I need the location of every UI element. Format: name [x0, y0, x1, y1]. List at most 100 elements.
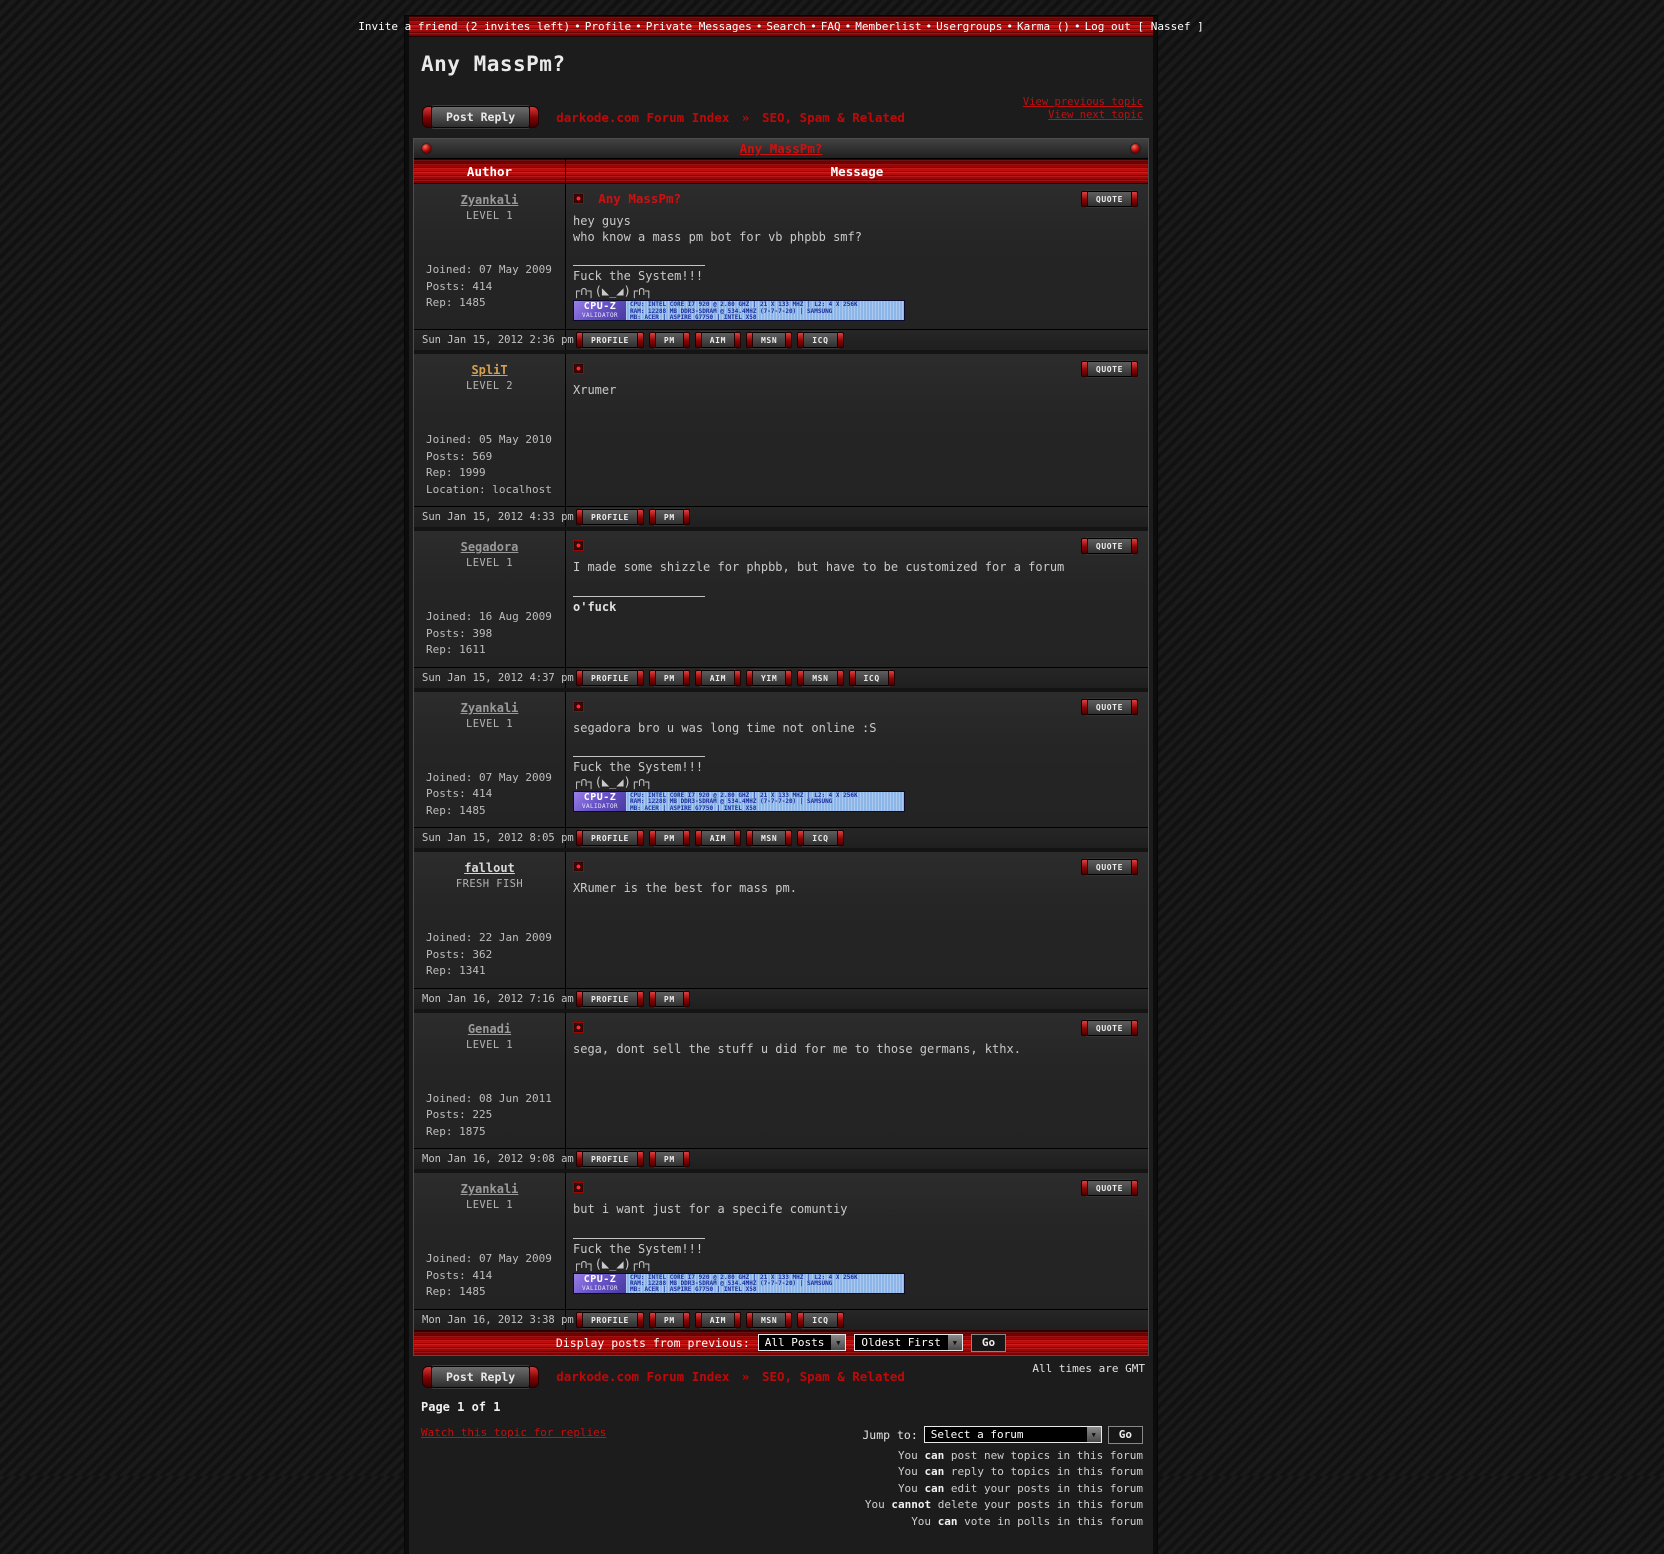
msn-button[interactable]: MSN: [797, 669, 844, 686]
post-icon: [573, 1021, 584, 1033]
author-link[interactable]: Genadi: [467, 1021, 512, 1036]
author-posts: Posts: 414: [426, 787, 493, 801]
signature: Fuck the System!!! ┌∩┐(◣_◢)┌∩┐ CPU-Z VAL…: [573, 265, 1138, 322]
display-go-button[interactable]: Go: [970, 1333, 1007, 1352]
author-rep: Rep: 1875: [426, 1124, 486, 1138]
msn-button[interactable]: MSN: [745, 332, 793, 349]
nav-memberlist[interactable]: Memberlist: [855, 19, 922, 33]
red-dot-icon: [422, 144, 431, 153]
permission-line: You cannot delete your posts in this for…: [864, 1498, 1143, 1512]
jump-go-button[interactable]: Go: [1107, 1425, 1143, 1444]
sort-order-select[interactable]: Oldest First ▼: [854, 1334, 963, 1352]
author-link[interactable]: Segadora: [460, 540, 519, 555]
profile-button[interactable]: PROFILE: [576, 990, 644, 1007]
profile-button[interactable]: PROFILE: [576, 1151, 644, 1168]
profile-button[interactable]: PROFILE: [576, 509, 644, 526]
topic-controls-top: Post Reply darkode.com Forum Index » SEO…: [421, 96, 1143, 128]
chevron-down-icon[interactable]: ▼: [946, 1335, 962, 1351]
profile-button[interactable]: PROFILE: [576, 830, 644, 847]
breadcrumb-forum-link[interactable]: SEO, Spam & Related: [761, 109, 905, 125]
post-reply-button-bottom[interactable]: Post Reply: [421, 1365, 540, 1388]
breadcrumb-forum-link[interactable]: SEO, Spam & Related: [761, 1369, 905, 1385]
aim-button[interactable]: AIM: [694, 830, 742, 847]
pm-button[interactable]: PM: [648, 990, 690, 1007]
nav-logout[interactable]: Log out [ Nassef ]: [1084, 19, 1204, 33]
quote-button[interactable]: QUOTE: [1080, 361, 1139, 378]
quote-button[interactable]: QUOTE: [1080, 859, 1139, 876]
signature-ascii-art: ┌∩┐(◣_◢)┌∩┐: [573, 1256, 653, 1271]
quote-button[interactable]: QUOTE: [1080, 538, 1139, 555]
pm-button[interactable]: PM: [648, 669, 690, 686]
quote-button[interactable]: QUOTE: [1080, 698, 1139, 715]
aim-button[interactable]: AIM: [694, 332, 742, 349]
topic-title-link[interactable]: Any MassPm?: [739, 141, 823, 156]
post-date: Mon Jan 16, 2012 9:08 am: [414, 1149, 574, 1170]
profile-button[interactable]: PROFILE: [576, 1311, 644, 1328]
nav-karma[interactable]: Karma (): [1016, 19, 1070, 33]
pm-button[interactable]: PM: [648, 332, 690, 349]
author-rep: Rep: 1999: [426, 466, 486, 480]
timezone-note: All times are GMT: [1032, 1361, 1145, 1375]
nav-faq[interactable]: FAQ: [820, 19, 841, 33]
watch-topic-link[interactable]: Watch this topic for replies: [421, 1425, 607, 1439]
nav-private-messages[interactable]: Private Messages: [645, 19, 752, 33]
post-reply-button[interactable]: Post Reply: [421, 106, 540, 128]
posts-filter-select[interactable]: All Posts ▼: [757, 1334, 847, 1352]
post: Zyankali LEVEL 1 Joined: 07 May 2009 Pos…: [414, 1173, 1148, 1330]
icq-button[interactable]: ICQ: [797, 830, 844, 847]
profile-button[interactable]: PROFILE: [576, 332, 644, 349]
icq-button[interactable]: ICQ: [797, 1311, 844, 1328]
pm-button[interactable]: PM: [648, 1151, 690, 1168]
pm-button[interactable]: PM: [648, 509, 690, 526]
icq-button[interactable]: ICQ: [848, 669, 896, 686]
icq-button[interactable]: ICQ: [797, 332, 844, 349]
aim-button[interactable]: AIM: [694, 1311, 742, 1328]
topic-table: Any MassPm? Author Message Zyankali LEVE…: [413, 138, 1149, 1356]
profile-button[interactable]: PROFILE: [576, 669, 644, 686]
chevron-down-icon[interactable]: ▼: [1085, 1427, 1101, 1443]
post-author-cell: Genadi LEVEL 1 Joined: 08 Jun 2011 Posts…: [414, 1012, 566, 1149]
yim-button[interactable]: YIM: [745, 669, 793, 686]
jump-to-label: Jump to:: [862, 1427, 918, 1442]
nav-usergroups[interactable]: Usergroups: [936, 19, 1003, 33]
forum-permissions: You can post new topics in this forum Yo…: [862, 1448, 1143, 1531]
post-author-cell: Zyankali LEVEL 1 Joined: 07 May 2009 Pos…: [414, 691, 566, 828]
quote-button[interactable]: QUOTE: [1080, 1019, 1139, 1036]
breadcrumb-forum-index-link[interactable]: darkode.com Forum Index: [556, 1369, 730, 1385]
quote-button[interactable]: QUOTE: [1080, 1180, 1139, 1197]
post-message-cell: QUOTE Xrumer: [566, 354, 1148, 506]
nav-profile[interactable]: Profile: [584, 19, 632, 33]
msn-button[interactable]: MSN: [745, 830, 793, 847]
cpuz-validator-badge[interactable]: CPU-Z VALIDATOR CPU: INTEL CORE I7 920 @…: [573, 1272, 905, 1294]
msn-button[interactable]: MSN: [745, 1311, 793, 1328]
view-previous-topic-link[interactable]: View previous topic: [1022, 96, 1143, 108]
pm-button[interactable]: PM: [648, 1311, 690, 1328]
post-date: Sun Jan 15, 2012 4:37 pm: [414, 667, 574, 688]
post: Segadora LEVEL 1 Joined: 16 Aug 2009 Pos…: [414, 531, 1148, 692]
jump-to-row: Jump to: Select a forum ▼ Go: [862, 1425, 1143, 1444]
author-link[interactable]: fallout: [464, 861, 515, 876]
top-nav-bar: Invite a friend (2 invites left) • Profil…: [358, 16, 1204, 37]
aim-button[interactable]: AIM: [694, 669, 742, 686]
author-link[interactable]: Zyankali: [460, 193, 519, 207]
quote-button[interactable]: QUOTE: [1080, 191, 1139, 207]
jump-to-select[interactable]: Select a forum ▼: [923, 1426, 1102, 1444]
signature-divider: [573, 265, 705, 267]
cpuz-validator-badge[interactable]: CPU-Z VALIDATOR CPU: INTEL CORE I7 920 @…: [573, 300, 905, 322]
pm-button[interactable]: PM: [648, 830, 690, 847]
breadcrumb-forum-index-link[interactable]: darkode.com Forum Index: [556, 109, 730, 125]
author-link[interactable]: Zyankali: [460, 1182, 519, 1197]
view-next-topic-link[interactable]: View next topic: [1048, 109, 1143, 122]
nav-search[interactable]: Search: [766, 19, 807, 33]
author-rank: FRESH FISH: [455, 878, 524, 891]
signature: Fuck the System!!! ┌∩┐(◣_◢)┌∩┐ CPU-Z VAL…: [573, 756, 1138, 813]
author-posts: Posts: 414: [426, 1268, 493, 1282]
bottom-controls: Post Reply darkode.com Forum Index » SEO…: [421, 1362, 1145, 1531]
chevron-down-icon[interactable]: ▼: [830, 1335, 846, 1351]
cpuz-validator-badge[interactable]: CPU-Z VALIDATOR CPU: INTEL CORE I7 920 @…: [573, 791, 905, 813]
author-rank: LEVEL 1: [465, 1199, 514, 1212]
author-link[interactable]: SpliT: [471, 363, 508, 378]
author-link[interactable]: Zyankali: [460, 700, 519, 715]
nav-invite-a-friend[interactable]: Invite a friend (2 invites left): [358, 19, 571, 33]
author-joined: Joined: 16 Aug 2009: [426, 610, 552, 624]
